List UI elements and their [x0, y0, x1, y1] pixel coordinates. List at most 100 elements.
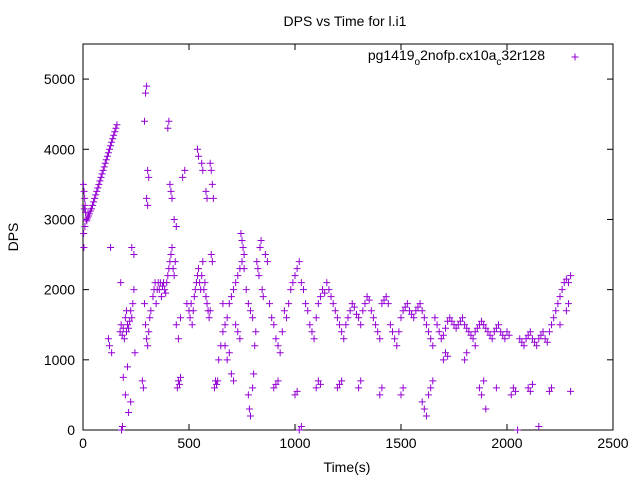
data-point: [257, 237, 265, 245]
y-tick-label: 5000: [44, 71, 75, 87]
data-point: [167, 187, 175, 195]
data-point: [274, 377, 282, 385]
data-point: [80, 229, 88, 237]
data-point: [526, 387, 534, 395]
data-point: [110, 131, 118, 139]
data-point: [329, 300, 337, 308]
data-point: [139, 384, 147, 392]
data-point: [203, 300, 211, 308]
data-point: [439, 331, 447, 339]
data-point: [234, 272, 242, 280]
data-point: [177, 373, 185, 381]
data-point: [312, 384, 320, 392]
data-point: [352, 310, 360, 318]
data-point: [310, 335, 318, 343]
data-point: [514, 426, 522, 434]
data-point: [308, 328, 316, 336]
data-point: [425, 391, 433, 399]
data-point: [327, 293, 335, 301]
data-point: [252, 328, 260, 336]
data-point: [297, 279, 305, 287]
data-point: [518, 338, 526, 346]
data-point: [431, 314, 439, 322]
data-point: [293, 387, 301, 395]
data-point: [125, 408, 133, 416]
data-point: [164, 124, 172, 132]
data-point: [336, 380, 344, 388]
x-axis-label: Time(s): [324, 459, 371, 475]
data-point: [382, 293, 390, 301]
data-point: [238, 258, 246, 266]
data-point: [403, 300, 411, 308]
data-point: [408, 310, 416, 318]
data-point: [162, 289, 170, 297]
data-point: [526, 328, 534, 336]
data-point: [259, 293, 267, 301]
data-point: [304, 307, 312, 315]
data-point: [478, 391, 486, 399]
data-point: [198, 159, 206, 167]
data-point: [548, 321, 556, 329]
data-point: [261, 251, 269, 259]
data-point: [488, 335, 496, 343]
data-point: [227, 293, 235, 301]
data-point: [469, 335, 477, 343]
data-point: [554, 300, 562, 308]
data-point: [126, 317, 134, 325]
data-point: [562, 275, 570, 283]
data-point: [164, 272, 172, 280]
data-point: [81, 201, 89, 209]
data-point: [346, 307, 354, 315]
data-point: [79, 180, 87, 188]
data-point: [336, 321, 344, 329]
data-point: [142, 89, 150, 97]
data-point: [189, 307, 197, 315]
data-point: [118, 426, 126, 434]
data-point: [124, 363, 132, 371]
data-point: [422, 321, 430, 329]
data-point: [130, 286, 138, 294]
data-point: [147, 307, 155, 315]
data-point: [214, 377, 222, 385]
data-point: [548, 384, 556, 392]
data-point: [405, 307, 413, 315]
data-point: [117, 279, 125, 287]
data-point: [461, 356, 469, 364]
data-point: [350, 303, 358, 311]
data-point: [202, 187, 210, 195]
data-point: [106, 145, 113, 153]
data-point: [82, 208, 90, 216]
data-point: [107, 244, 115, 252]
data-point: [200, 286, 208, 294]
data-point: [386, 321, 394, 329]
data-point: [522, 335, 530, 343]
data-point: [207, 166, 215, 174]
data-point: [316, 293, 324, 301]
data-point: [206, 307, 214, 315]
data-point: [107, 142, 115, 150]
data-point: [230, 377, 238, 385]
data-point: [482, 324, 490, 332]
data-point: [232, 279, 240, 287]
data-point: [254, 265, 262, 273]
data-point: [480, 377, 488, 385]
data-point: [380, 296, 388, 304]
data-point: [90, 198, 98, 206]
data-point: [397, 314, 405, 322]
data-point: [355, 384, 363, 392]
data-point: [159, 282, 166, 290]
y-tick-label: 4000: [44, 141, 75, 157]
data-point: [448, 317, 456, 325]
data-point: [172, 222, 180, 230]
data-point: [128, 244, 136, 252]
data-point: [564, 279, 572, 287]
data-point: [486, 331, 494, 339]
data-point: [550, 314, 558, 322]
data-point: [89, 201, 97, 209]
data-point: [558, 286, 566, 294]
data-point: [172, 321, 180, 329]
data-point: [130, 251, 138, 259]
data-point: [245, 405, 253, 413]
data-point: [193, 145, 201, 153]
data-point: [357, 377, 365, 385]
